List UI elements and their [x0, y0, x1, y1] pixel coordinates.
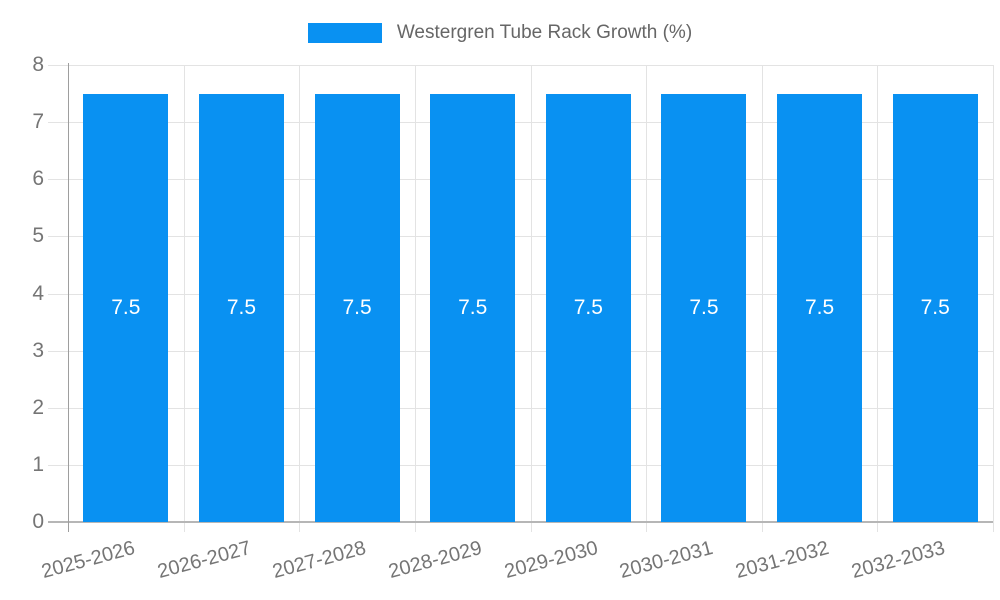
bar-value-label: 7.5	[689, 295, 719, 319]
bar-value-label: 7.5	[573, 295, 603, 319]
gridline-h	[48, 65, 993, 66]
x-tick-label: 2029-2030	[501, 537, 601, 584]
bar-value-label: 7.5	[458, 295, 488, 319]
y-tick-label: 7	[32, 110, 44, 134]
gridline-h	[48, 293, 993, 295]
bar-2028-2029[interactable]: 7.5	[430, 93, 516, 522]
bar-value-label: 7.5	[342, 295, 372, 319]
x-tick-label: 2025-2026	[39, 537, 138, 584]
x-tick-label: 2030-2031	[617, 537, 716, 584]
gridline-v	[993, 65, 994, 532]
bar-value-label: 7.5	[920, 295, 950, 319]
bar-2025-2026[interactable]: 7.5	[83, 93, 169, 522]
chart-legend[interactable]: Westergren Tube Rack Growth (%)	[0, 20, 1000, 46]
x-tick-label: 2028-2029	[386, 537, 485, 584]
gridline-v	[530, 65, 532, 532]
bar-value-label: 7.5	[111, 295, 141, 319]
y-tick-label: 3	[32, 338, 44, 362]
bar-2027-2028[interactable]: 7.5	[314, 93, 400, 522]
gridline-v	[646, 65, 648, 532]
gridline-h	[48, 122, 993, 124]
y-tick-label: 4	[32, 281, 44, 305]
bar-2032-2033[interactable]: 7.5	[892, 93, 978, 522]
gridline-h	[48, 179, 993, 181]
y-tick-label: 2	[32, 395, 44, 419]
bar-value-label: 7.5	[804, 295, 835, 319]
gridline-h	[48, 236, 993, 238]
x-tick-label: 2032-2033	[848, 537, 947, 584]
gridline-h	[48, 350, 993, 352]
y-tick-label: 8	[32, 53, 44, 76]
x-tick-label: 2026-2027	[155, 537, 254, 584]
legend-label: Westergren Tube Rack Growth (%)	[396, 22, 693, 43]
gridline-v	[183, 65, 185, 532]
bar-2031-2032[interactable]: 7.5	[777, 93, 863, 522]
legend-swatch	[307, 23, 382, 43]
gridline-v	[761, 65, 763, 532]
x-tick-label: 2027-2028	[270, 537, 369, 584]
y-tick-label: 5	[32, 224, 44, 248]
y-tick-label: 6	[32, 167, 44, 191]
bar-value-label: 7.5	[226, 295, 257, 319]
gridline-h	[48, 464, 993, 466]
y-tick-label: 0	[32, 510, 44, 533]
gridline-h	[48, 407, 993, 409]
gridline-v	[299, 65, 301, 532]
gridline-v	[414, 65, 416, 532]
x-axis-line	[48, 521, 993, 523]
bar-2029-2030[interactable]: 7.5	[545, 93, 631, 522]
y-axis-line	[68, 63, 69, 532]
x-tick-label: 2031-2032	[733, 537, 832, 584]
y-tick-label: 1	[32, 452, 44, 476]
gridline-v	[877, 65, 879, 532]
bar-2026-2027[interactable]: 7.5	[198, 93, 284, 522]
bar-2030-2031[interactable]: 7.5	[661, 93, 747, 522]
